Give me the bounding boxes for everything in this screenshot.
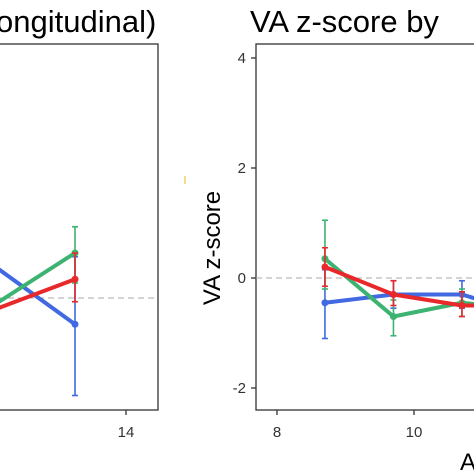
right-panel-frame <box>255 43 474 411</box>
data-point <box>321 263 329 271</box>
right-x-axis-label: A <box>460 449 474 474</box>
right-x-ticks: 8 10 <box>273 410 423 441</box>
right-x-tick-label: 8 <box>273 424 281 441</box>
right-x-tick-label: 10 <box>406 424 423 441</box>
right-y-tick-label: 2 <box>238 160 246 177</box>
data-point <box>71 320 79 328</box>
right-series-group <box>321 219 474 340</box>
series-line <box>0 251 77 304</box>
right-y-tick-label: 0 <box>238 270 246 287</box>
left-panel-frame <box>0 43 159 411</box>
right-panel: VA z-score by VA z-score -2 0 2 4 8 10 A <box>199 4 474 474</box>
right-y-ticks: -2 0 2 4 <box>233 50 256 397</box>
left-panel: ongitudinal) 14 <box>0 4 159 441</box>
series-line <box>322 265 474 308</box>
series-1 <box>0 225 79 304</box>
series-line <box>322 256 474 319</box>
data-point <box>321 299 329 307</box>
series-2 <box>0 252 79 310</box>
right-y-tick-label: -2 <box>233 380 246 397</box>
right-panel-title: VA z-score by <box>250 4 439 39</box>
right-y-tick-label: 4 <box>238 50 246 67</box>
right-y-axis-label: VA z-score <box>199 191 226 305</box>
data-point <box>389 291 397 298</box>
data-point <box>458 302 466 309</box>
series-line <box>0 277 77 310</box>
left-x-tick-label: 14 <box>118 424 135 441</box>
series-line <box>322 292 474 305</box>
data-point <box>71 275 79 283</box>
series-line <box>0 267 77 327</box>
left-series-group <box>0 225 79 397</box>
data-point <box>389 313 397 320</box>
left-panel-title: ongitudinal) <box>0 4 156 39</box>
series-2 <box>321 246 474 318</box>
